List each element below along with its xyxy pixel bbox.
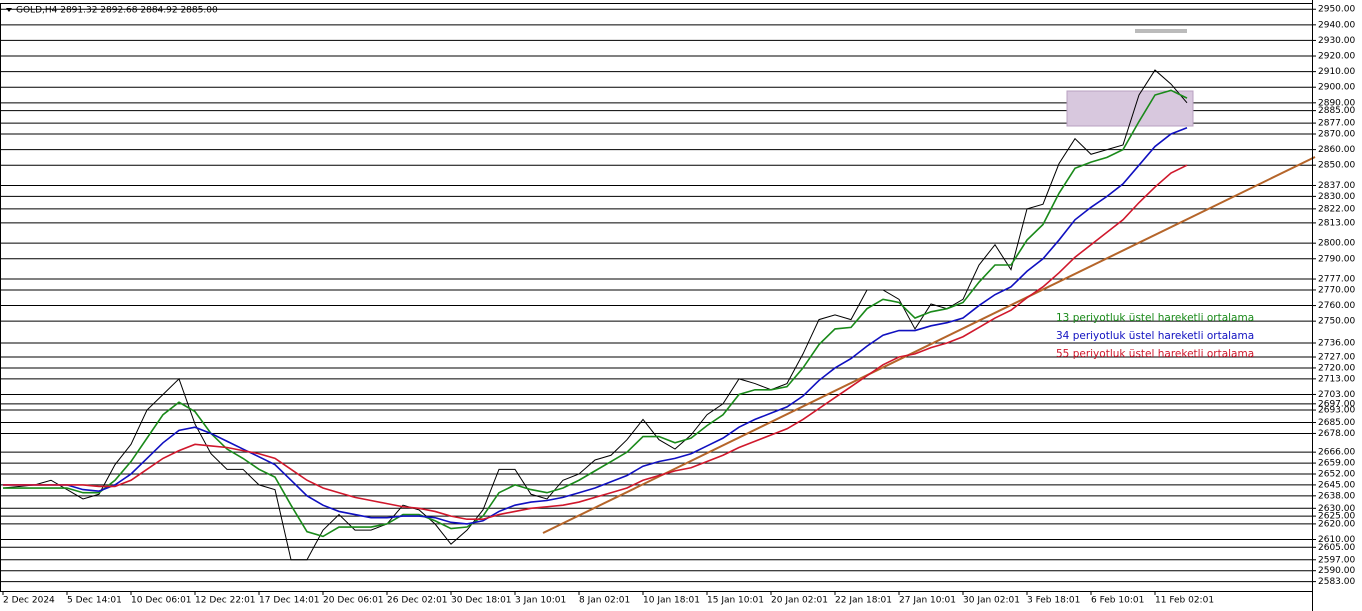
x-tick-label: 22 Jan 18:01 [835,596,892,606]
y-tick-label: 2727.00 [1318,353,1355,363]
x-tick-label: 2 Dec 2024 [3,596,55,606]
y-tick-label: 2652.00 [1318,469,1355,479]
y-tick-label: 2920.00 [1318,52,1355,62]
y-tick-label: 2697.00 [1318,399,1355,409]
x-tick-label: 6 Feb 10:01 [1091,596,1144,606]
y-tick-label: 2693.00 [1318,406,1355,416]
x-tick-label: 3 Feb 18:01 [1027,596,1080,606]
y-tick-label: 2736.00 [1318,338,1355,348]
x-tick-label: 12 Dec 22:01 [195,596,256,606]
y-tick-label: 2910.00 [1318,67,1355,77]
x-tick-label: 27 Jan 10:01 [899,596,956,606]
ema-line [3,89,1188,538]
y-tick-label: 2830.00 [1318,192,1355,202]
x-tick-label: 30 Dec 18:01 [451,596,512,606]
y-tick-label: 2703.00 [1318,390,1355,400]
legend-entry: 13 periyotluk üstel hareketli ortalama [1056,312,1254,324]
y-tick-label: 2638.00 [1318,491,1355,501]
y-tick-label: 2678.00 [1318,429,1355,439]
y-tick-label: 2610.00 [1318,535,1355,545]
y-tick-label: 2900.00 [1318,83,1355,93]
y-tick-label: 2630.00 [1318,504,1355,514]
price-line [2,69,1188,561]
legend-entry: 34 periyotluk üstel hareketli ortalama [1056,330,1254,342]
x-tick-label: 20 Jan 02:01 [771,596,828,606]
y-tick-label: 2837.00 [1318,181,1355,191]
y-tick-label: 2870.00 [1318,130,1355,140]
y-tick-label: 2720.00 [1318,363,1355,373]
y-tick-label: 2885.00 [1318,106,1355,116]
trend-line [542,156,1316,534]
x-tick-label: 11 Feb 02:01 [1155,596,1214,606]
y-tick-label: 2583.00 [1318,577,1355,587]
y-tick-label: 2950.00 [1318,5,1355,15]
x-tick-label: 8 Jan 02:01 [579,596,630,606]
y-tick-label: 2597.00 [1318,555,1355,565]
y-tick-label: 2940.00 [1318,20,1355,30]
x-tick-label: 10 Jan 18:01 [643,596,700,606]
x-tick-label: 17 Dec 14:01 [259,596,320,606]
y-tick-label: 2659.00 [1318,459,1355,469]
y-tick-label: 2770.00 [1318,285,1355,295]
y-tick-label: 2666.00 [1318,448,1355,458]
x-tick-label: 10 Dec 06:01 [131,596,192,606]
y-tick-label: 2777.00 [1318,275,1355,285]
y-tick-label: 2790.00 [1318,254,1355,264]
y-tick-label: 2590.00 [1318,566,1355,576]
y-tick-label: 2860.00 [1318,145,1355,155]
y-tick-label: 2877.00 [1318,119,1355,129]
ema-line [3,127,1188,525]
menu-arrow [6,8,12,12]
chart-title: GOLD,H4 2891.32 2892.68 2884.92 2885.00 [16,6,218,16]
x-tick-label: 3 Jan 10:01 [515,596,566,606]
x-tick-label: 30 Jan 02:01 [963,596,1020,606]
y-tick-label: 2800.00 [1318,239,1355,249]
x-tick-label: 26 Dec 02:01 [387,596,448,606]
legend-entry: 55 periyotluk üstel hareketli ortalama [1056,348,1254,360]
y-tick-label: 2620.00 [1318,519,1355,529]
y-tick-label: 2750.00 [1318,317,1355,327]
x-tick-label: 5 Dec 14:01 [67,596,122,606]
y-tick-label: 2822.00 [1318,204,1355,214]
y-tick-label: 2625.00 [1318,512,1355,522]
y-tick-label: 2760.00 [1318,301,1355,311]
y-tick-label: 2930.00 [1318,36,1355,46]
y-tick-label: 2850.00 [1318,161,1355,171]
y-tick-label: 2645.00 [1318,480,1355,490]
price-zone [1066,90,1194,127]
x-tick-label: 20 Dec 06:01 [323,596,384,606]
x-tick-label: 15 Jan 10:01 [707,596,764,606]
y-tick-label: 2605.00 [1318,543,1355,553]
ema-line [3,164,1188,521]
y-tick-label: 2813.00 [1318,218,1355,228]
y-tick-label: 2713.00 [1318,374,1355,384]
y-tick-label: 2890.00 [1318,98,1355,108]
y-tick-label: 2685.00 [1318,418,1355,428]
